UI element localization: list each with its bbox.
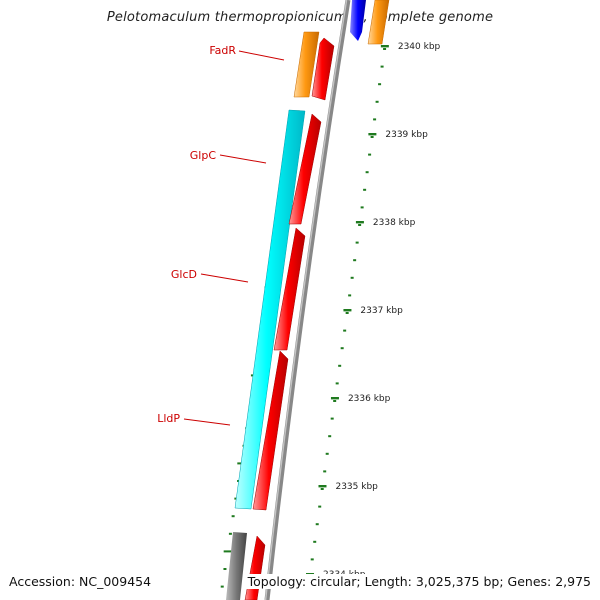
- outer-major-tick: [380, 45, 389, 48]
- gene-label-text: GlcD: [171, 268, 197, 281]
- outer-minor-tick: [370, 136, 374, 138]
- outer-minor-tick: [320, 488, 324, 490]
- gene-label-fadr: FadR: [209, 44, 285, 61]
- scale-label: 2337 kbp: [360, 306, 403, 316]
- inner-minor-tick: [220, 585, 224, 588]
- outer-minor-tick: [313, 540, 317, 543]
- outer-minor-tick: [348, 294, 352, 297]
- outer-minor-tick: [328, 435, 332, 438]
- scale-label: 2340 kbp: [398, 42, 441, 52]
- outer-minor-tick: [343, 329, 347, 332]
- outer-major-tick: [318, 485, 327, 488]
- topology-text: Topology: circular; Length: 3,025,375 bp…: [243, 574, 591, 589]
- cyan-gene-block: [234, 109, 306, 510]
- outer-minor-tick: [373, 118, 377, 121]
- outer-minor-tick: [380, 65, 384, 68]
- cds-arrow-1: [311, 37, 335, 101]
- outer-minor-tick: [363, 188, 367, 191]
- inner-minor-tick: [234, 497, 238, 500]
- genome-backbone-highlight: [264, 0, 348, 600]
- outer-major-tick: [368, 133, 377, 136]
- outer-minor-tick: [358, 224, 362, 226]
- gene-label-text: LldP: [157, 412, 180, 425]
- inner-minor-tick: [228, 532, 232, 535]
- outer-minor-tick: [383, 48, 387, 50]
- outer-minor-tick: [368, 153, 372, 156]
- gene-label-text: GlpC: [190, 149, 217, 162]
- outer-minor-tick: [318, 505, 322, 508]
- cds-arrow-2: [288, 113, 322, 225]
- genome-title: Pelotomaculum thermopropionicum SI, comp…: [106, 10, 494, 25]
- outer-minor-tick: [333, 400, 337, 402]
- outer-major-tick: [343, 309, 352, 312]
- outer-minor-tick: [378, 83, 382, 86]
- scale-label: 2339 kbp: [385, 130, 428, 140]
- outer-minor-tick: [335, 382, 339, 385]
- outer-minor-tick: [325, 452, 329, 455]
- outer-major-tick: [330, 397, 339, 400]
- gray-gene-block: [226, 532, 247, 600]
- cds-arrow-4: [252, 350, 289, 511]
- cds-arrow-3: [273, 227, 306, 351]
- inner-major-tick: [223, 550, 232, 553]
- orange-gene-block-outer: [367, 0, 390, 45]
- outer-minor-tick: [338, 364, 342, 367]
- cds-arrow-5: [244, 535, 266, 600]
- gene-label-text: FadR: [209, 44, 236, 57]
- outer-minor-tick: [340, 347, 344, 350]
- blue-gene-arrow: [350, 0, 366, 41]
- outer-minor-tick: [350, 276, 354, 279]
- scale-label: 2338 kbp: [373, 218, 416, 228]
- gene-label-glpc: GlpC: [190, 149, 267, 164]
- scale-label: 2335 kbp: [335, 482, 378, 492]
- outer-minor-tick: [323, 470, 327, 473]
- inner-minor-tick: [231, 515, 235, 518]
- outer-minor-tick: [315, 523, 319, 526]
- outer-minor-tick: [360, 206, 364, 209]
- genome-backbone: [264, 0, 351, 600]
- scale-label: 2336 kbp: [348, 394, 391, 404]
- outer-minor-tick: [345, 312, 349, 314]
- outer-minor-tick: [353, 259, 357, 262]
- gene-label-glcd: GlcD: [171, 268, 249, 283]
- gene-label-lldp: LldP: [157, 412, 231, 426]
- inner-minor-tick: [223, 568, 227, 570]
- outer-minor-tick: [310, 558, 314, 561]
- outer-major-tick: [355, 221, 364, 224]
- outer-minor-tick: [375, 100, 379, 103]
- fadr-gene-block: [293, 31, 320, 98]
- outer-minor-tick: [355, 241, 359, 244]
- outer-minor-tick: [330, 417, 334, 420]
- outer-minor-tick: [365, 171, 369, 174]
- scale-labels: 2340 kbp 2339 kbp 2338 kbp 2337 kbp 2336 kbp…: [306, 42, 441, 580]
- accession-text: Accession: NC_009454: [9, 574, 152, 589]
